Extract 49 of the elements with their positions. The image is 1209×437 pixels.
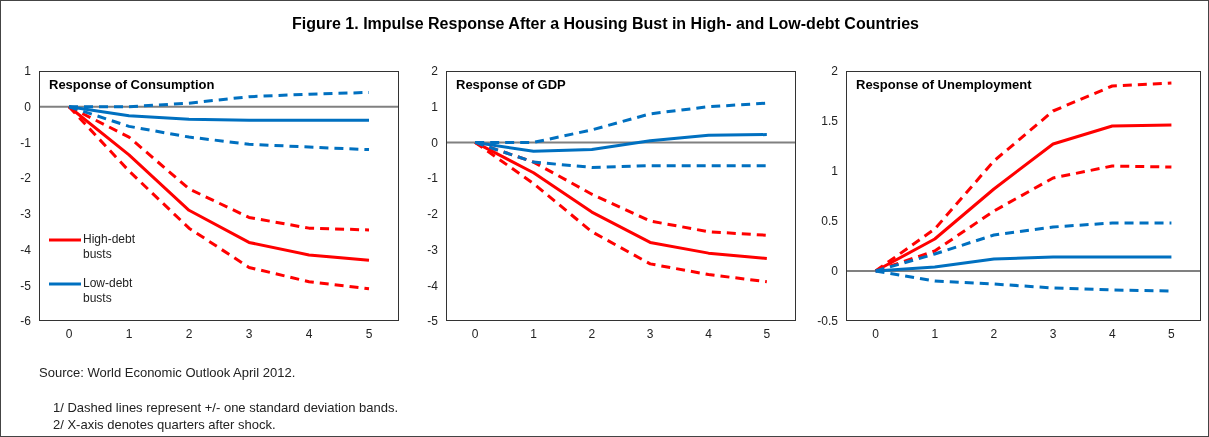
y-tick-label: -2	[20, 171, 32, 186]
y-tick-label: 1	[431, 99, 439, 114]
y-tick-label: 2	[431, 64, 439, 79]
x-tick-label: 1	[125, 326, 133, 341]
y-tick-label: -0.5	[817, 314, 839, 329]
y-tick-label: -1	[20, 135, 32, 150]
x-tick-label: 3	[646, 326, 654, 341]
x-tick-label: 0	[872, 326, 880, 341]
y-tick-label: -2	[427, 207, 439, 222]
legend-label: Low-debt busts	[83, 276, 134, 306]
x-tick-label: 5	[763, 326, 771, 341]
y-tick-label: -5	[20, 278, 32, 293]
x-tick-label: 0	[65, 326, 73, 341]
y-tick-label: 0.5	[821, 214, 839, 229]
x-tick-label: 5	[365, 326, 373, 341]
y-tick-label: 0	[24, 99, 32, 114]
text: Response of Unemployment	[856, 77, 1032, 92]
x-tick-label: 2	[990, 326, 998, 341]
y-tick-label: -4	[427, 278, 439, 293]
y-tick-label: -5	[427, 314, 439, 329]
y-tick-label: -6	[20, 314, 32, 329]
text: 1/ Dashed lines represent +/- one standard deviation bands.	[53, 400, 399, 415]
y-tick-label: 1	[831, 164, 839, 179]
text: Response of Consumption	[49, 77, 215, 92]
x-tick-label: 2	[185, 326, 193, 341]
x-tick-label: 5	[1168, 326, 1176, 341]
y-tick-label: 0	[431, 135, 439, 150]
y-tick-label: -3	[20, 207, 32, 222]
y-tick-label: -3	[427, 242, 439, 257]
y-tick-label: 2	[831, 64, 839, 79]
y-tick-label: 1	[24, 64, 32, 79]
x-tick-label: 0	[471, 326, 479, 341]
x-tick-label: 4	[1108, 326, 1116, 341]
text: Figure 1. Impulse Response After a Housing Bust in High- and Low-debt Countries	[291, 15, 920, 33]
y-tick-label: -4	[20, 242, 32, 257]
x-tick-label: 2	[588, 326, 596, 341]
x-tick-label: 1	[931, 326, 939, 341]
text: Response of GDP	[456, 77, 566, 92]
source-note: Source: World Economic Outlook April 2012.	[39, 365, 297, 380]
y-tick-label: 0	[831, 264, 839, 279]
x-tick-label: 3	[245, 326, 253, 341]
y-tick-label: -1	[427, 171, 439, 186]
x-tick-label: 1	[530, 326, 538, 341]
x-tick-label: 4	[705, 326, 713, 341]
legend-label: High-debt busts	[83, 232, 137, 262]
x-tick-label: 4	[305, 326, 313, 341]
y-tick-label: 1.5	[821, 114, 839, 129]
x-tick-label: 3	[1049, 326, 1057, 341]
text: 2/ X-axis denotes quarters after shock.	[53, 417, 277, 432]
